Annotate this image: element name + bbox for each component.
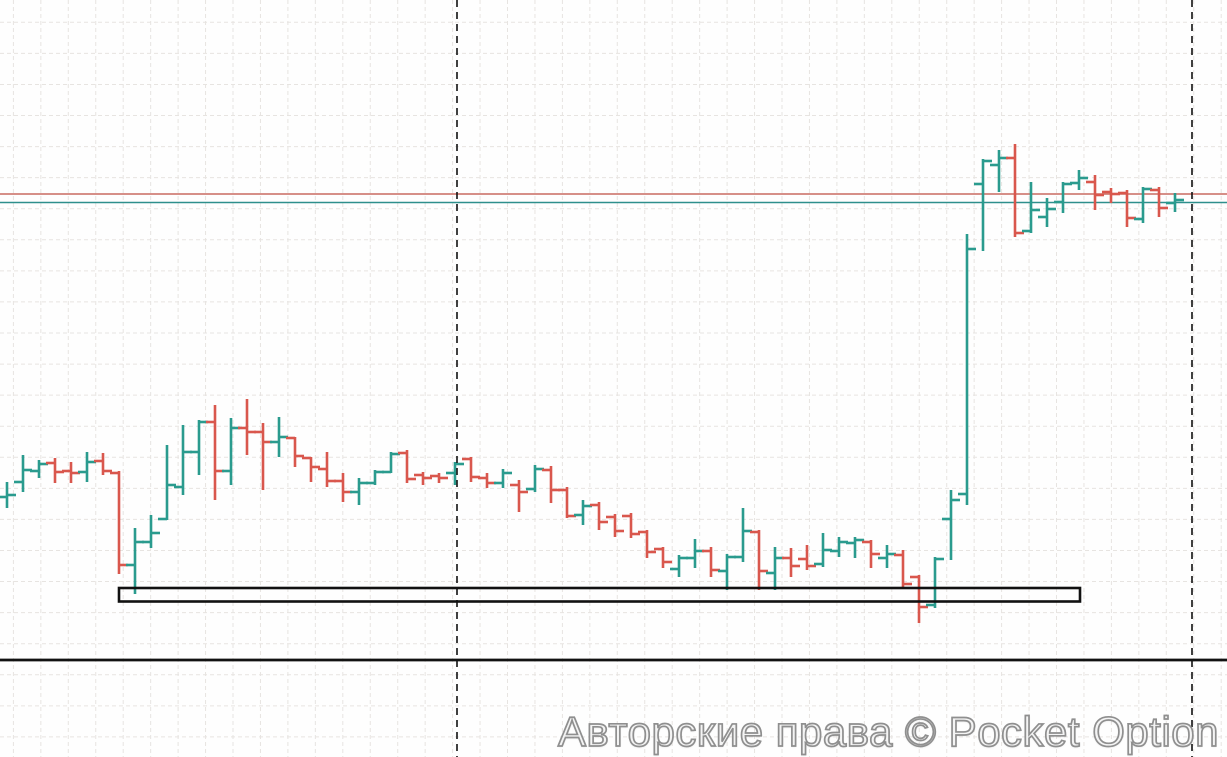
- ohlc-bar-up: [446, 462, 464, 485]
- ohlc-bar-down: [750, 530, 768, 590]
- ohlc-bar-up: [174, 425, 192, 495]
- ohlc-bar-up: [14, 455, 32, 492]
- ohlc-bar-down: [798, 545, 816, 570]
- ohlc-bar-down: [510, 480, 528, 512]
- price-level-lines: [0, 193, 1227, 204]
- ohlc-bar-up: [126, 528, 144, 594]
- ohlc-bar-down: [46, 458, 64, 483]
- ohlc-bar-down: [558, 487, 576, 518]
- ohlc-bar-down: [286, 436, 304, 467]
- ohlc-bar-up: [366, 470, 384, 485]
- ohlc-bar-up: [1134, 187, 1152, 223]
- pocket-option-watermark: Авторские права © Pocket Option: [557, 707, 1219, 756]
- ohlc-bar-down: [1102, 188, 1120, 203]
- ohlc-bar-up: [494, 469, 512, 488]
- ohlc-bar-down: [206, 405, 224, 500]
- ohlc-bar-down: [238, 399, 256, 455]
- ohlc-bar-up: [0, 482, 16, 508]
- ohlc-bar-up: [958, 234, 976, 505]
- ohlc-bar-up: [1166, 193, 1184, 212]
- ohlc-bar-down: [94, 453, 112, 475]
- ohlc-bar-up: [158, 445, 176, 521]
- ohlc-bar-up: [974, 159, 992, 251]
- ohlc-bar-down: [62, 462, 80, 483]
- ohlc-bar-down: [622, 513, 640, 538]
- ohlc-bar-down: [334, 473, 352, 502]
- ohlc-bar-down: [654, 547, 672, 568]
- ohlc-bar-down: [254, 423, 272, 490]
- ohlc-bar-down: [110, 471, 128, 574]
- ohlc-bar-up: [30, 460, 48, 478]
- ohlc-bar-up: [270, 417, 288, 457]
- ohlc-bar-up: [990, 150, 1008, 192]
- ohlc-bar-up: [878, 545, 896, 568]
- ohlc-bar-down: [1086, 175, 1104, 210]
- ohlc-bar-down: [702, 547, 720, 577]
- ohlc-bar-down: [1150, 187, 1168, 217]
- ohlc-bar-down: [1006, 144, 1024, 237]
- ohlc-bar-down: [478, 473, 496, 488]
- ohlc-bar-down: [606, 514, 624, 537]
- ohlc-bar-up: [942, 490, 960, 560]
- ohlc-bar-up: [1070, 170, 1088, 190]
- ohlc-bar-up: [830, 537, 848, 557]
- ohlc-bar-up: [574, 500, 592, 525]
- ohlc-bar-up: [78, 452, 96, 482]
- ohlc-bar-down: [430, 473, 448, 483]
- ohlc-bar-down: [910, 575, 928, 623]
- ohlc-bar-up: [846, 537, 864, 558]
- ohlc-bar-down: [862, 540, 880, 568]
- ohlc-bar-up: [222, 418, 240, 485]
- ohlc-bar-up: [814, 533, 832, 567]
- ohlc-bar-down: [782, 548, 800, 577]
- ohlc-bars: [0, 144, 1184, 623]
- ohlc-bar-up: [686, 539, 704, 568]
- ohlc-bar-down: [414, 472, 432, 485]
- ohlc-bar-down: [894, 550, 912, 588]
- ohlc-bar-down: [542, 466, 560, 503]
- ohlc-bar-up: [142, 515, 160, 548]
- support-zone-rectangle: [117, 586, 1082, 603]
- ohlc-bar-up: [1038, 198, 1056, 227]
- ohlc-bar-up: [926, 557, 944, 608]
- ohlc-bar-down: [398, 450, 416, 483]
- watermark-text: Авторские права © Pocket Option: [557, 707, 1219, 756]
- ohlc-bar-up: [734, 508, 752, 562]
- ohlc-bar-up: [350, 478, 368, 505]
- ohlc-bar-up: [1022, 182, 1040, 233]
- time-divider-lines: [456, 0, 1193, 757]
- ohlc-bar-down: [318, 452, 336, 487]
- ohlc-bar-up: [718, 554, 736, 590]
- ohlc-bar-down: [590, 502, 608, 530]
- ohlc-bar-down: [462, 457, 480, 482]
- ohlc-bar-up: [670, 555, 688, 577]
- ohlc-bar-down: [638, 530, 656, 558]
- ohlc-bar-down: [302, 456, 320, 482]
- ohlc-bar-up: [766, 547, 784, 590]
